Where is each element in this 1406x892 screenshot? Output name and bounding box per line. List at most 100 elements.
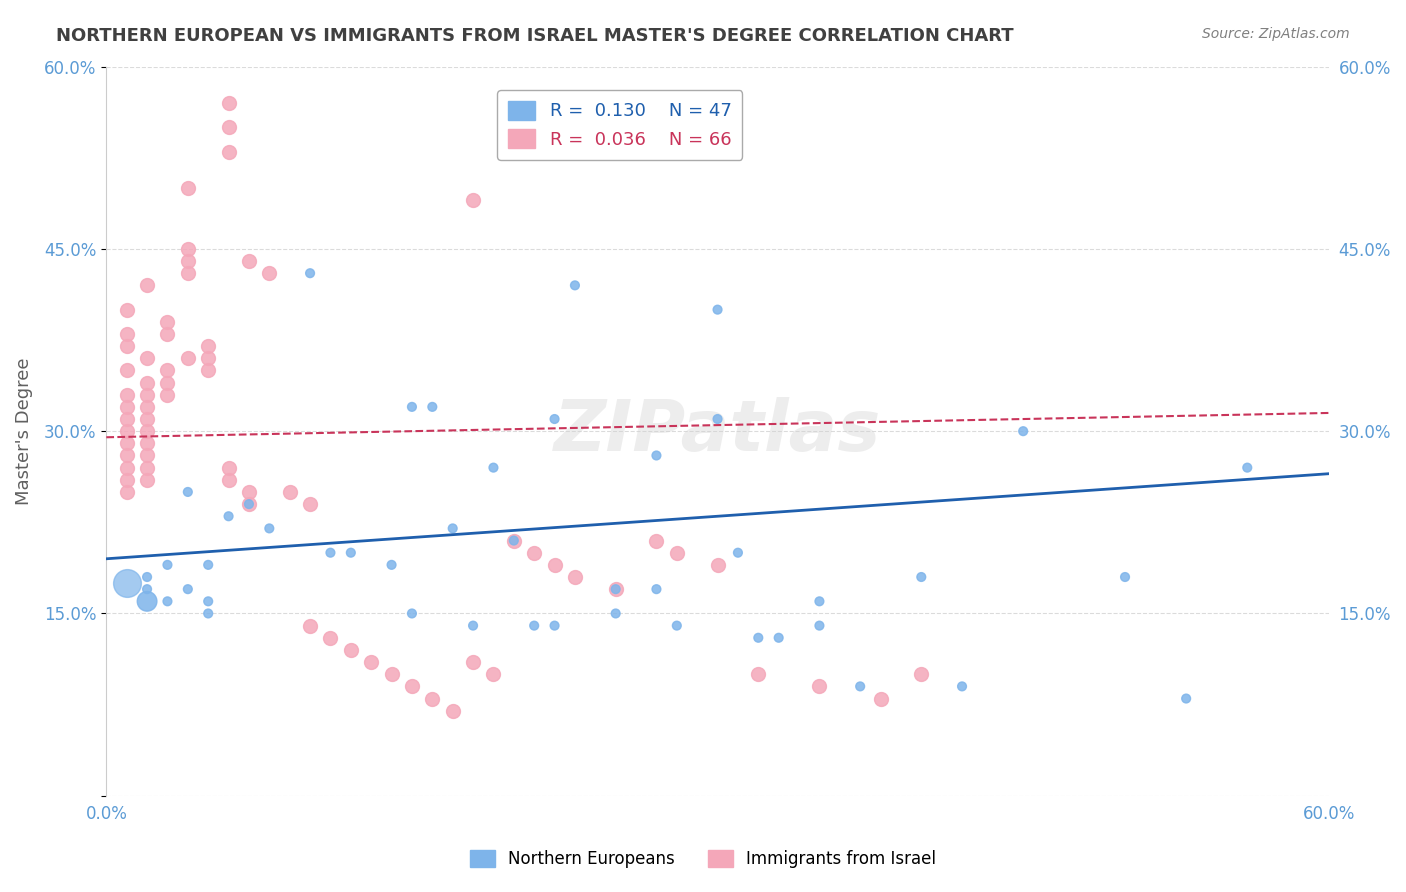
Point — [238, 254, 260, 268]
Point — [502, 533, 524, 548]
Point — [115, 412, 138, 426]
Point — [461, 618, 484, 632]
Point — [747, 631, 769, 645]
Point — [523, 618, 546, 632]
Point — [869, 691, 891, 706]
Point — [136, 460, 159, 475]
Point — [950, 679, 973, 693]
Point — [706, 558, 728, 572]
Point — [543, 412, 565, 426]
Point — [910, 570, 932, 584]
Point — [543, 558, 565, 572]
Point — [177, 254, 200, 268]
Point — [665, 546, 688, 560]
Point — [420, 400, 443, 414]
Point — [136, 449, 159, 463]
Point — [218, 473, 240, 487]
Point — [910, 667, 932, 681]
Point — [340, 643, 363, 657]
Point — [299, 497, 322, 511]
Point — [177, 266, 200, 280]
Point — [259, 266, 281, 280]
Point — [218, 96, 240, 111]
Point — [115, 363, 138, 377]
Point — [482, 460, 505, 475]
Point — [299, 266, 322, 280]
Point — [115, 424, 138, 438]
Point — [177, 242, 200, 256]
Point — [808, 679, 831, 693]
Point — [461, 194, 484, 208]
Point — [238, 497, 260, 511]
Point — [543, 618, 565, 632]
Point — [115, 436, 138, 450]
Point — [605, 607, 627, 621]
Point — [727, 546, 749, 560]
Point — [747, 667, 769, 681]
Point — [115, 460, 138, 475]
Point — [380, 667, 402, 681]
Point — [136, 400, 159, 414]
Point — [136, 376, 159, 390]
Point — [136, 436, 159, 450]
Point — [156, 376, 179, 390]
Legend: R =  0.130    N = 47, R =  0.036    N = 66: R = 0.130 N = 47, R = 0.036 N = 66 — [498, 90, 742, 160]
Point — [441, 521, 464, 535]
Point — [564, 570, 586, 584]
Point — [218, 509, 240, 524]
Point — [808, 594, 831, 608]
Point — [115, 400, 138, 414]
Point — [156, 326, 179, 341]
Point — [136, 351, 159, 366]
Point — [136, 424, 159, 438]
Point — [401, 607, 423, 621]
Point — [115, 449, 138, 463]
Point — [482, 667, 505, 681]
Point — [605, 582, 627, 596]
Point — [665, 618, 688, 632]
Point — [218, 460, 240, 475]
Point — [605, 582, 627, 596]
Point — [177, 181, 200, 195]
Point — [136, 594, 159, 608]
Point — [177, 351, 200, 366]
Point — [136, 473, 159, 487]
Point — [156, 315, 179, 329]
Y-axis label: Master's Degree: Master's Degree — [15, 358, 32, 505]
Point — [360, 655, 382, 669]
Point — [706, 302, 728, 317]
Point — [441, 704, 464, 718]
Point — [136, 278, 159, 293]
Point — [156, 594, 179, 608]
Point — [197, 594, 219, 608]
Point — [1175, 691, 1198, 706]
Point — [238, 497, 260, 511]
Point — [136, 412, 159, 426]
Point — [115, 339, 138, 353]
Point — [136, 582, 159, 596]
Point — [380, 558, 402, 572]
Point — [645, 533, 668, 548]
Point — [340, 546, 363, 560]
Point — [156, 363, 179, 377]
Point — [808, 618, 831, 632]
Point — [299, 618, 322, 632]
Point — [177, 582, 200, 596]
Point — [420, 691, 443, 706]
Point — [115, 576, 138, 591]
Point — [136, 570, 159, 584]
Legend: Northern Europeans, Immigrants from Israel: Northern Europeans, Immigrants from Isra… — [463, 843, 943, 875]
Point — [238, 485, 260, 500]
Point — [115, 326, 138, 341]
Point — [218, 120, 240, 135]
Point — [197, 607, 219, 621]
Point — [502, 533, 524, 548]
Point — [523, 546, 546, 560]
Point — [849, 679, 872, 693]
Point — [1236, 460, 1258, 475]
Point — [461, 655, 484, 669]
Point — [177, 485, 200, 500]
Text: ZIPatlas: ZIPatlas — [554, 397, 882, 466]
Point — [197, 339, 219, 353]
Point — [401, 400, 423, 414]
